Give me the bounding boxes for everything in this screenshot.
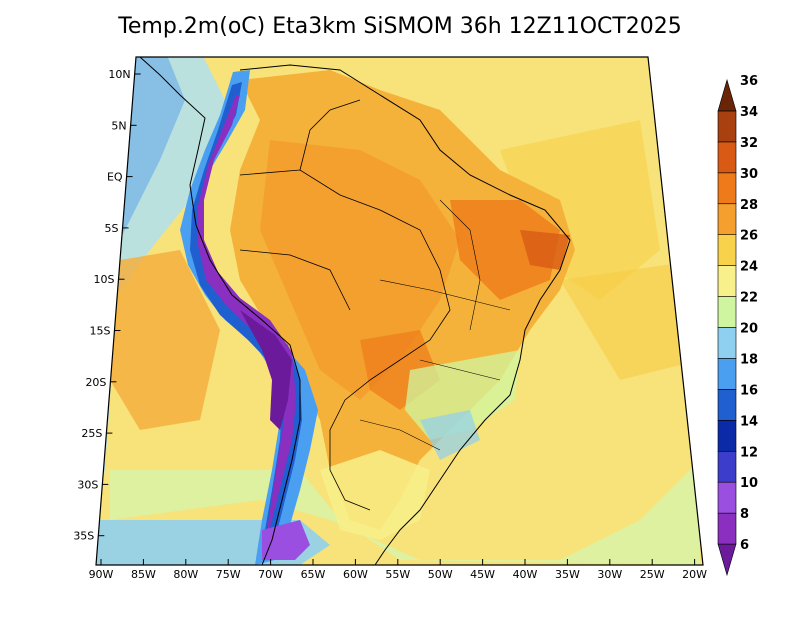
colorbar-segment: [717, 420, 737, 452]
temperature-field: [96, 57, 703, 565]
lon-tick-label: 45W: [470, 568, 495, 581]
lat-tick-label: 5N: [111, 119, 126, 132]
border-peru-brazil: [239, 249, 351, 311]
lon-tick-label: 75W: [216, 568, 241, 581]
state-border-3: [419, 359, 501, 381]
colorbar-label: 10: [740, 476, 758, 491]
lat-tick-label: 10N: [108, 68, 130, 81]
state-border-4: [359, 419, 441, 451]
lon-tick-label: 85W: [131, 568, 156, 581]
map-title: Temp.2m(oC) Eta3km SiSMOM 36h 12Z11OCT20…: [118, 14, 682, 39]
lat-tick-label: 15S: [89, 325, 110, 338]
lon-tick-label: 80W: [173, 568, 198, 581]
colorbar-label: 22: [740, 291, 758, 306]
domain-frame: [95, 56, 704, 566]
lon-tick-label: 65W: [301, 568, 326, 581]
colorbar-label: 18: [740, 352, 758, 367]
lon-tick-label: 35W: [555, 568, 580, 581]
colorbar-segment: [717, 78, 737, 112]
colorbar-label: 6: [740, 538, 749, 553]
border-north: [299, 99, 361, 171]
colorbar-label: 36: [740, 74, 758, 89]
colorbar-label: 32: [740, 136, 758, 151]
lon-tick-label: 90W: [89, 568, 114, 581]
colorbar-segment: [717, 450, 737, 483]
colorbar-segment: [717, 265, 737, 297]
colorbar-label: 26: [740, 229, 758, 244]
latitude-axis: 10N 5N EQ 5S 10S 15S 20S 25S 30S 35S: [73, 68, 141, 543]
brazil-border: [239, 169, 451, 511]
lat-tick-label: 30S: [77, 478, 98, 491]
colorbar-segment: [717, 512, 737, 545]
colorbar-label: 20: [740, 322, 758, 337]
lon-tick-label: 25W: [640, 568, 665, 581]
colorbar-segment: [717, 203, 737, 235]
lat-tick-label: 20S: [85, 376, 106, 389]
colorbar: 6 8 10 12 14 16 18 20 22 24 26 28 30 32 34 36: [717, 74, 758, 577]
colorbar-segment: [717, 172, 737, 205]
state-border-2: [379, 279, 511, 311]
longitude-axis: 90W 85W 80W 75W 70W 65W 60W 55W 50W 45W 40W 35W 30W 2…: [89, 559, 707, 581]
lon-tick-label: 60W: [343, 568, 368, 581]
lon-tick-label: 70W: [258, 568, 283, 581]
colorbar-label: 24: [740, 260, 758, 275]
colorbar-segment: [717, 141, 737, 174]
lat-tick-label: 10S: [94, 273, 115, 286]
colorbar-segment: [717, 543, 737, 577]
lon-tick-label: 20W: [682, 568, 707, 581]
pacific-coastline: [139, 56, 301, 566]
colorbar-segment: [717, 389, 737, 421]
lat-tick-label: 5S: [105, 222, 119, 235]
lon-tick-label: 30W: [597, 568, 622, 581]
atlantic-coastline: [239, 64, 571, 566]
lon-tick-label: 50W: [428, 568, 453, 581]
colorbar-segment: [717, 327, 737, 359]
colorbar-segment: [717, 110, 737, 143]
colorbar-label: 28: [740, 198, 758, 213]
colorbar-segment: [717, 358, 737, 390]
lat-tick-label: EQ: [107, 171, 123, 184]
colorbar-label: 14: [740, 414, 758, 429]
colorbar-label: 12: [740, 445, 758, 460]
lon-tick-label: 40W: [513, 568, 538, 581]
lat-tick-label: 25S: [81, 427, 102, 440]
colorbar-label: 30: [740, 167, 758, 182]
colorbar-segment: [717, 481, 737, 514]
lon-tick-label: 55W: [385, 568, 410, 581]
colorbar-label: 16: [740, 383, 758, 398]
colorbar-segment: [717, 296, 737, 328]
colorbar-label: 34: [740, 105, 758, 120]
lat-tick-label: 35S: [73, 530, 94, 543]
state-border-1: [439, 199, 481, 331]
colorbar-label: 8: [740, 507, 749, 522]
colorbar-segment: [717, 234, 737, 266]
